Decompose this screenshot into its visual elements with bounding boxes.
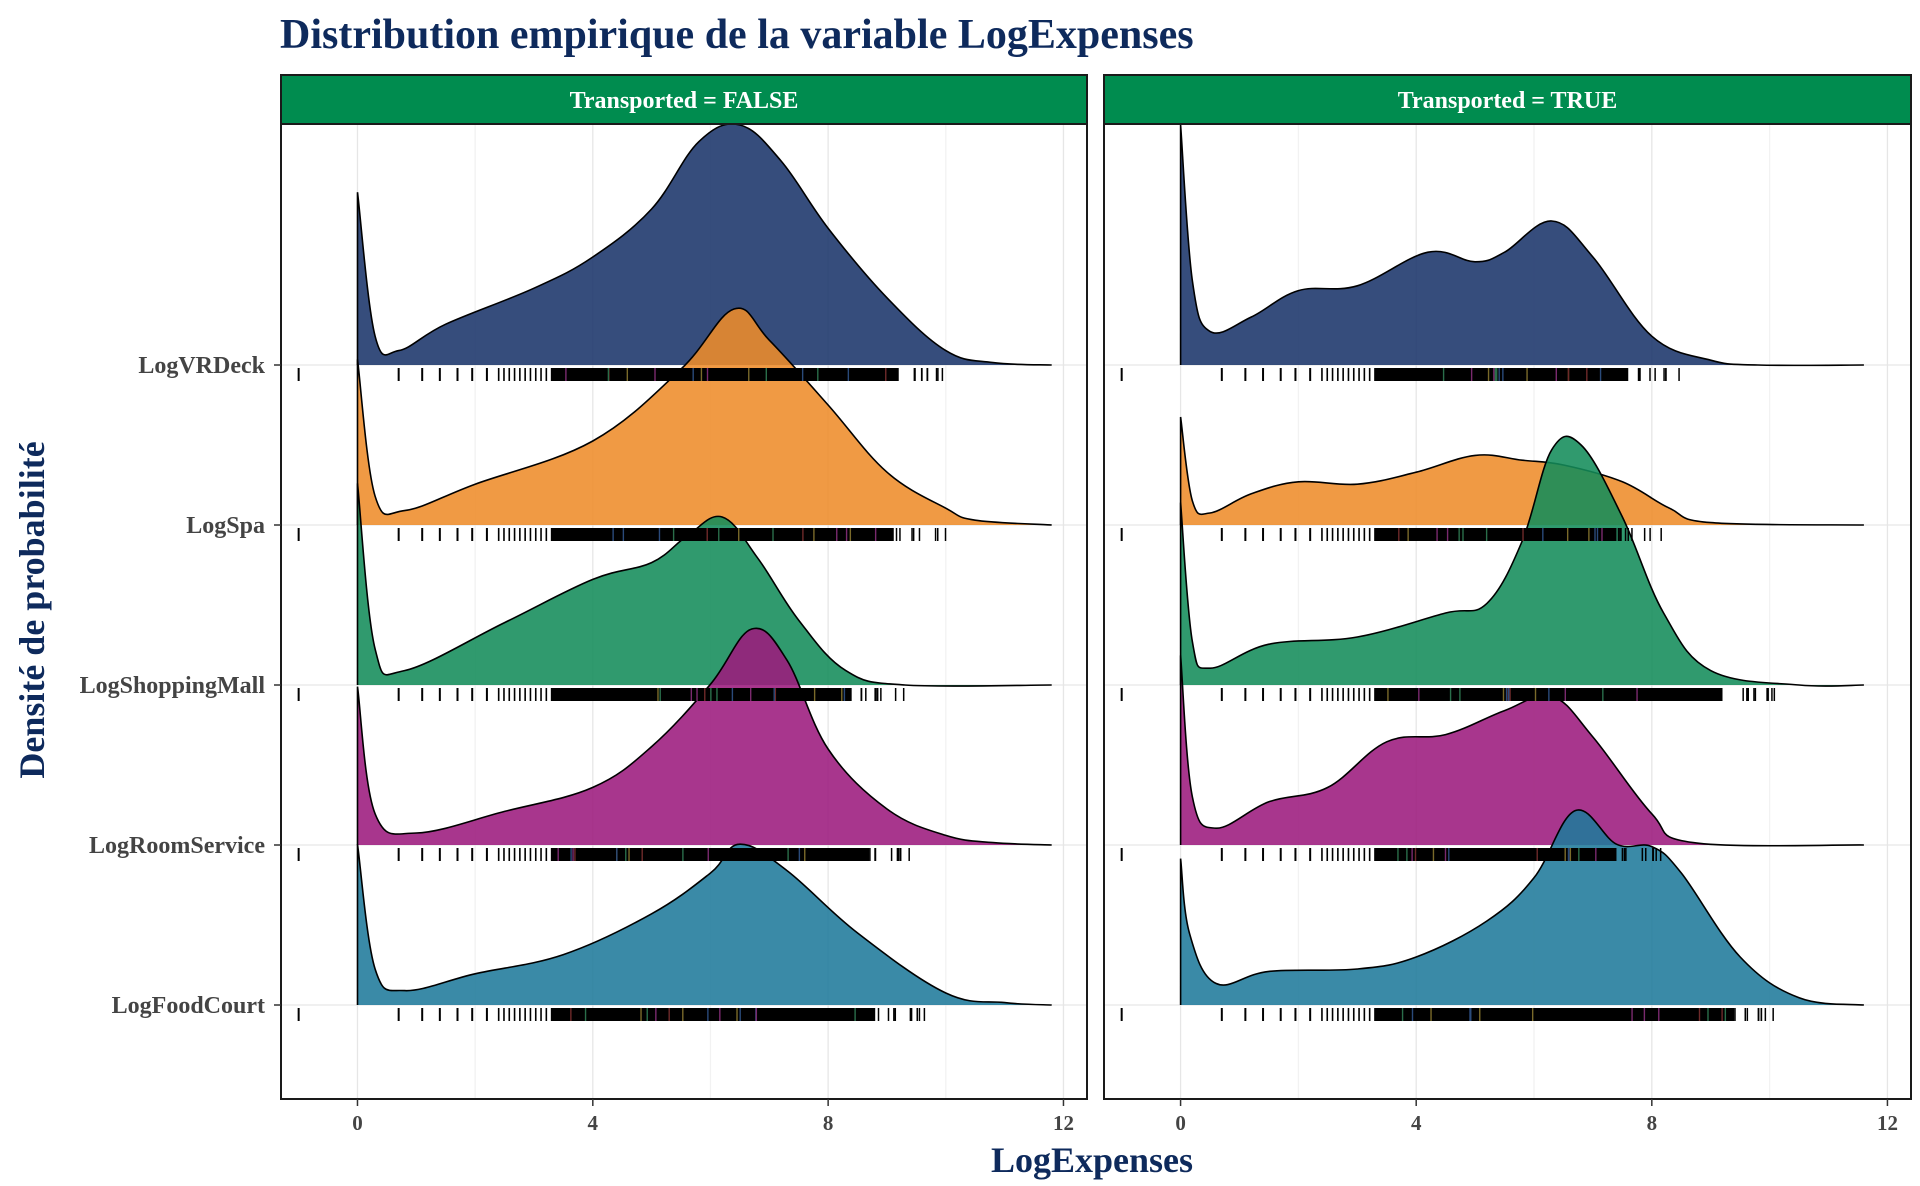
facet-strip xyxy=(1103,74,1912,125)
rug-dense xyxy=(551,368,899,381)
rug-LogFoodCourt xyxy=(297,1008,926,1021)
density-area-LogVRDeck xyxy=(357,123,1052,365)
x-tick-label: 8 xyxy=(1647,1111,1658,1135)
density-area-LogRoomService xyxy=(1180,655,1864,846)
density-line-LogVRDeck xyxy=(356,123,1052,366)
rug-LogVRDeck xyxy=(297,368,944,381)
density-area-LogSpa xyxy=(1180,417,1864,525)
density-area-LogShoppingMall xyxy=(357,483,1052,687)
y-tick-label: LogShoppingMall xyxy=(80,673,266,699)
rug-LogVRDeck xyxy=(1120,368,1680,381)
rug-LogRoomService xyxy=(297,848,910,861)
x-tick-label: 0 xyxy=(1175,1111,1186,1135)
facet-strip-label: Transported = FALSE xyxy=(570,88,799,114)
density-line-LogSpa xyxy=(356,307,1052,526)
y-tick-label: LogVRDeck xyxy=(138,353,265,379)
rug-dense xyxy=(1374,848,1617,861)
density-line-LogRoomService xyxy=(356,627,1052,846)
density-line-LogRoomService xyxy=(1179,655,1864,847)
rug-dense xyxy=(1374,368,1629,381)
density-line-LogFoodCourt xyxy=(356,843,1052,1006)
facet-strip xyxy=(280,74,1088,125)
x-tick-label: 12 xyxy=(1053,1111,1074,1135)
facet-strip-label: Transported = TRUE xyxy=(1398,88,1617,114)
density-line-LogFoodCourt xyxy=(1179,809,1864,1006)
facet-panels: Transported = FALSE 0 4 8 12 LogFoodCourt LogR… xyxy=(80,74,1912,1135)
y-axis-title: Densité de probabilité xyxy=(12,441,52,778)
rug-LogShoppingMall xyxy=(297,688,905,701)
panel-border xyxy=(280,123,1088,1100)
y-tick-label: LogRoomService xyxy=(89,833,265,859)
rug-LogSpa xyxy=(1120,528,1662,541)
x-tick-label: 4 xyxy=(1411,1111,1422,1135)
panel-border xyxy=(1103,123,1912,1100)
x-tick-label: 4 xyxy=(588,1111,599,1135)
x-tick-label: 0 xyxy=(352,1111,363,1135)
chart-title: Distribution empirique de la variable Lo… xyxy=(280,12,1194,58)
facet-panel: Transported = TRUE 0 4 8 12 xyxy=(1103,74,1912,1135)
density-area-LogFoodCourt xyxy=(1180,809,1864,1005)
rug-LogSpa xyxy=(297,528,947,541)
x-tick-label: 8 xyxy=(823,1111,834,1135)
density-area-LogFoodCourt xyxy=(357,844,1052,1005)
x-tick-label: 12 xyxy=(1877,1111,1898,1135)
density-area-LogShoppingMall xyxy=(1180,436,1864,687)
rug-LogShoppingMall xyxy=(1120,688,1776,701)
density-area-LogSpa xyxy=(357,308,1052,525)
rug-dense xyxy=(551,1008,876,1021)
y-tick-label: LogSpa xyxy=(186,513,265,539)
density-area-LogRoomService xyxy=(357,628,1052,845)
density-line-LogShoppingMall xyxy=(356,483,1052,687)
x-axis-title: LogExpenses xyxy=(991,1140,1193,1180)
rug-LogFoodCourt xyxy=(1120,1008,1774,1021)
density-line-LogSpa xyxy=(1179,416,1864,526)
rug-LogRoomService xyxy=(1120,848,1662,861)
rug-dense xyxy=(1374,1008,1735,1021)
density-area-LogVRDeck xyxy=(1180,125,1864,366)
rug-dense xyxy=(551,528,893,541)
rug-dense xyxy=(551,688,852,701)
density-line-LogVRDeck xyxy=(1179,124,1864,367)
y-tick-label: LogFoodCourt xyxy=(112,993,265,1019)
rug-dense xyxy=(551,848,870,861)
facet-panel: Transported = FALSE 0 4 8 12 LogFoodCourt LogR… xyxy=(80,74,1088,1135)
rug-dense xyxy=(1374,528,1617,541)
